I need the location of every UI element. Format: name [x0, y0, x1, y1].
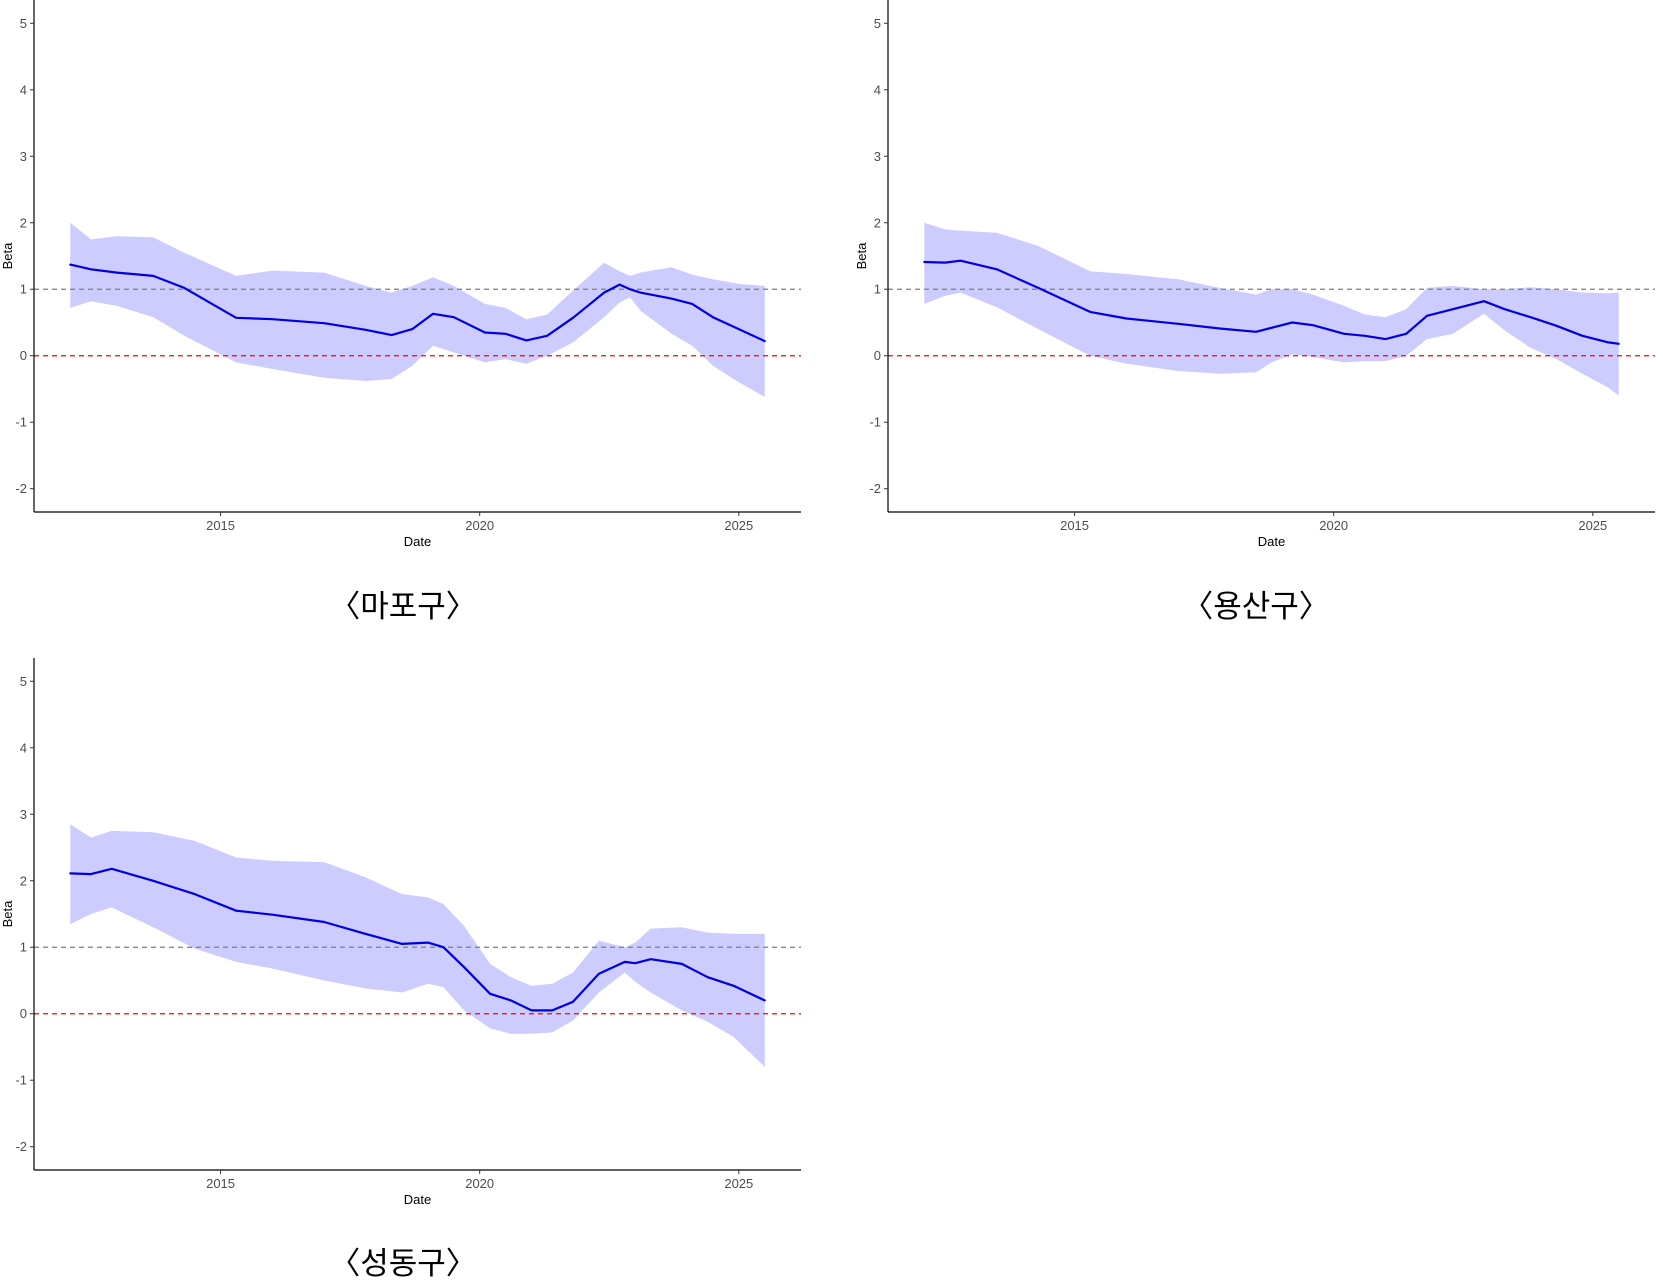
x-axis-title: Date: [404, 534, 431, 549]
x-tick-label: 2015: [206, 1176, 235, 1191]
y-tick-label: -2: [15, 1139, 27, 1154]
confidence-band: [924, 222, 1619, 396]
x-axis-title: Date: [404, 1192, 431, 1207]
y-tick-label: 4: [20, 740, 27, 755]
x-tick-label: 2020: [465, 518, 494, 533]
y-tick-label: 5: [20, 16, 27, 31]
y-tick-label: 3: [20, 149, 27, 164]
y-tick-label: -2: [869, 481, 881, 496]
y-tick-label: 0: [20, 1006, 27, 1021]
beta-line: [69, 263, 766, 343]
y-tick-label: 2: [20, 873, 27, 888]
beta-line: [923, 259, 1620, 345]
panel-caption: 〈성동구〉: [329, 1246, 477, 1281]
x-tick-label: 2025: [1578, 518, 1607, 533]
y-tick-label: 3: [20, 807, 27, 822]
panel-caption: 〈용산구〉: [1182, 589, 1330, 625]
x-tick-label: 2015: [206, 518, 235, 533]
panel-mapo: -2 -1 0 1 2 3 4 5 2015 2020 2025 Date Beta 〈마포구〉: [0, 0, 801, 625]
x-tick-label: 2015: [1060, 518, 1089, 533]
y-tick-label: 3: [874, 149, 881, 164]
x-axis-title: Date: [1258, 534, 1285, 549]
y-axis-title: Beta: [0, 242, 15, 270]
y-tick-label: 0: [20, 348, 27, 363]
y-tick-label: 5: [874, 16, 881, 31]
y-tick-label: 4: [874, 82, 881, 97]
y-axis-title: Beta: [0, 900, 15, 928]
y-tick-label: -1: [15, 415, 27, 430]
x-tick-label: 2025: [724, 518, 753, 533]
confidence-band: [70, 824, 765, 1067]
x-tick-label: 2025: [724, 1176, 753, 1191]
y-tick-label: 5: [20, 674, 27, 689]
y-tick-label: 1: [874, 282, 881, 297]
y-tick-label: -2: [15, 481, 27, 496]
confidence-band: [70, 222, 765, 397]
y-tick-label: 2: [874, 215, 881, 230]
y-tick-label: 1: [20, 282, 27, 297]
panel-caption: 〈마포구〉: [329, 589, 477, 625]
x-tick-label: 2020: [465, 1176, 494, 1191]
panel-seongdong: -2 -1 0 1 2 3 4 5 2015 2020 2025 Date Beta 〈성동구〉: [0, 658, 801, 1281]
y-tick-label: 2: [20, 215, 27, 230]
y-tick-label: 4: [20, 82, 27, 97]
panel-yongsan: -2 -1 0 1 2 3 4 5 2015 2020 2025 Date Beta 〈용산구〉: [854, 0, 1655, 625]
beta-line: [69, 867, 766, 1012]
y-tick-label: -1: [15, 1073, 27, 1088]
x-tick-label: 2020: [1319, 518, 1348, 533]
y-tick-label: 0: [874, 348, 881, 363]
y-axis-title: Beta: [854, 242, 869, 270]
y-tick-label: 1: [20, 940, 27, 955]
y-tick-label: -1: [869, 415, 881, 430]
